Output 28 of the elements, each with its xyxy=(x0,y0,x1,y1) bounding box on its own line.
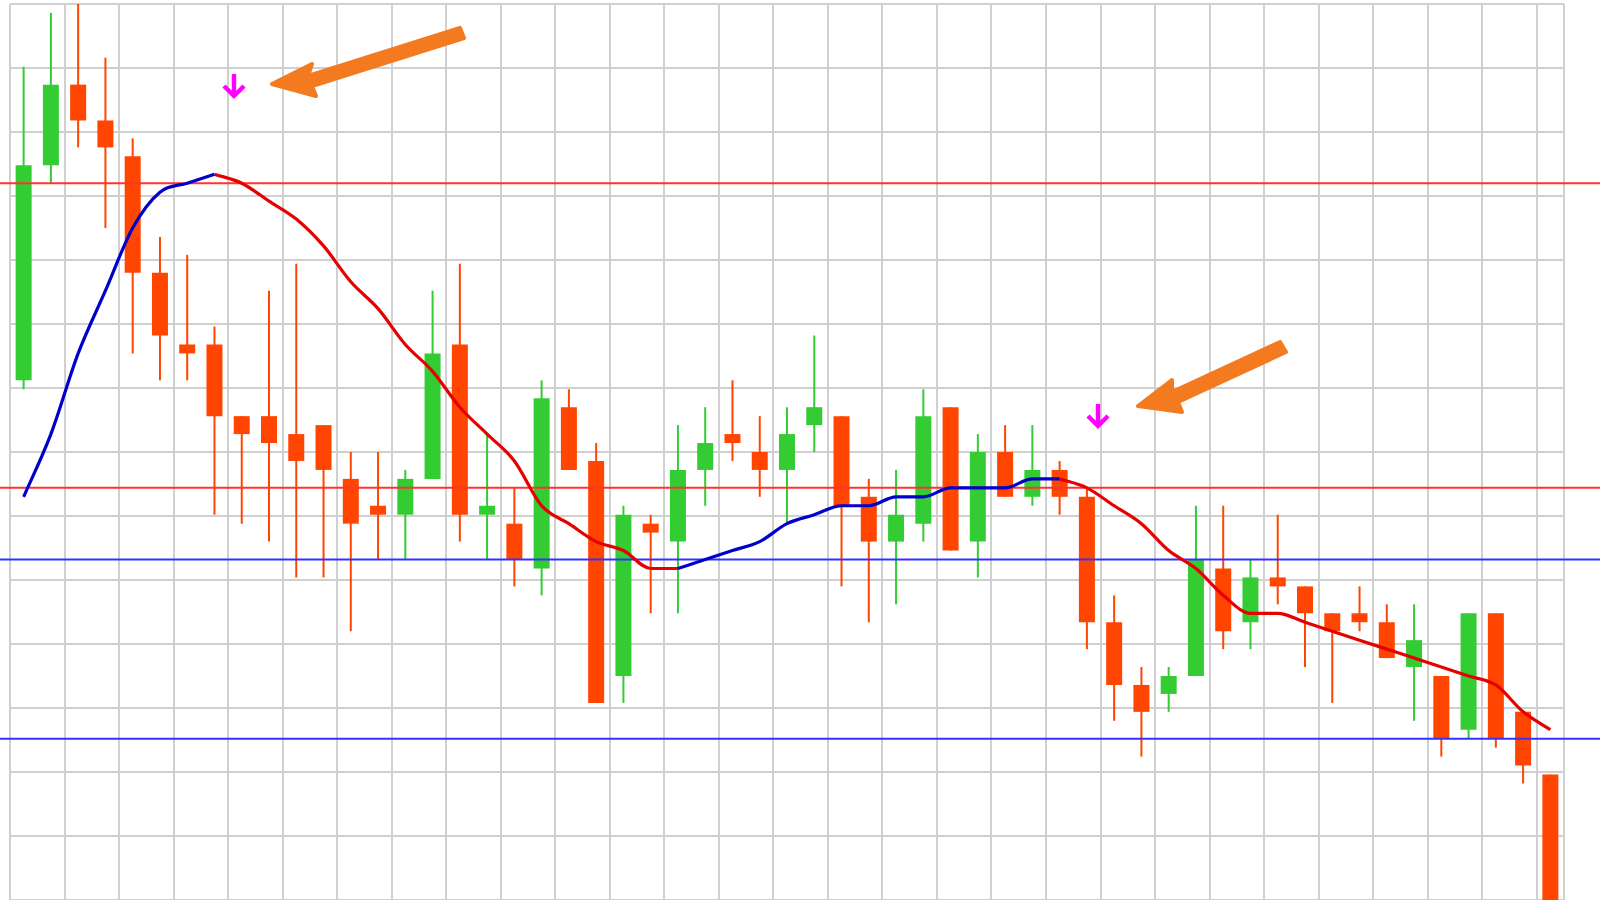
candlestick xyxy=(997,424,1014,498)
candlestick xyxy=(860,477,877,624)
candlestick xyxy=(1133,666,1150,758)
candlestick xyxy=(288,262,305,579)
candlestick xyxy=(315,424,332,579)
candlestick xyxy=(1269,513,1286,606)
candlestick xyxy=(1160,666,1177,713)
candlestick xyxy=(97,56,114,229)
candlestick xyxy=(1324,612,1341,704)
candlestick xyxy=(888,468,905,606)
candlestick xyxy=(806,334,823,453)
candlestick xyxy=(779,406,795,525)
candlestick xyxy=(233,415,250,525)
candlestick xyxy=(261,289,277,543)
candlestick xyxy=(697,406,714,507)
candlestick xyxy=(397,468,414,561)
candlestick xyxy=(1351,585,1368,633)
candlestick xyxy=(479,433,496,561)
candlestick xyxy=(1242,558,1259,651)
candlestick xyxy=(70,3,87,149)
candlestick xyxy=(179,253,196,382)
candlestick xyxy=(1297,585,1313,669)
candlestick xyxy=(342,451,359,633)
candlestick xyxy=(506,486,523,588)
candlestick xyxy=(370,451,387,561)
candlestick xyxy=(642,513,659,615)
candlestick xyxy=(724,379,741,462)
candlestick xyxy=(751,415,768,498)
